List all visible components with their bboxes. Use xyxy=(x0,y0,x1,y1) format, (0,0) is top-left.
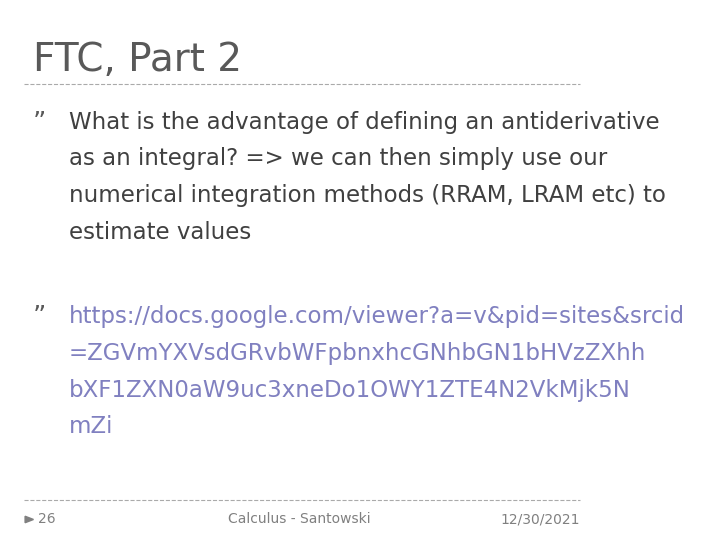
Polygon shape xyxy=(25,516,33,523)
Text: estimate values: estimate values xyxy=(68,221,251,244)
Text: https://docs.google.com/viewer?a=v&pid=sites&srcid: https://docs.google.com/viewer?a=v&pid=s… xyxy=(68,305,685,328)
Text: What is the advantage of defining an antiderivative: What is the advantage of defining an ant… xyxy=(68,111,660,134)
Text: Calculus - Santowski: Calculus - Santowski xyxy=(228,512,370,526)
Text: numerical integration methods (RRAM, LRAM etc) to: numerical integration methods (RRAM, LRA… xyxy=(68,184,665,207)
Text: =ZGVmYXVsdGRvbWFpbnxhcGNhbGN1bHVzZXhh: =ZGVmYXVsdGRvbWFpbnxhcGNhbGN1bHVzZXhh xyxy=(68,342,646,365)
Text: 12/30/2021: 12/30/2021 xyxy=(500,512,580,526)
Text: bXF1ZXN0aW9uc3xneDo1OWY1ZTE4N2VkMjk5N: bXF1ZXN0aW9uc3xneDo1OWY1ZTE4N2VkMjk5N xyxy=(68,379,631,402)
Text: ”: ” xyxy=(33,111,46,137)
Text: as an integral? => we can then simply use our: as an integral? => we can then simply us… xyxy=(68,147,607,171)
Text: FTC, Part 2: FTC, Part 2 xyxy=(33,40,242,78)
Text: ”: ” xyxy=(33,305,46,331)
Text: 26: 26 xyxy=(37,512,55,526)
Text: mZi: mZi xyxy=(68,415,113,438)
